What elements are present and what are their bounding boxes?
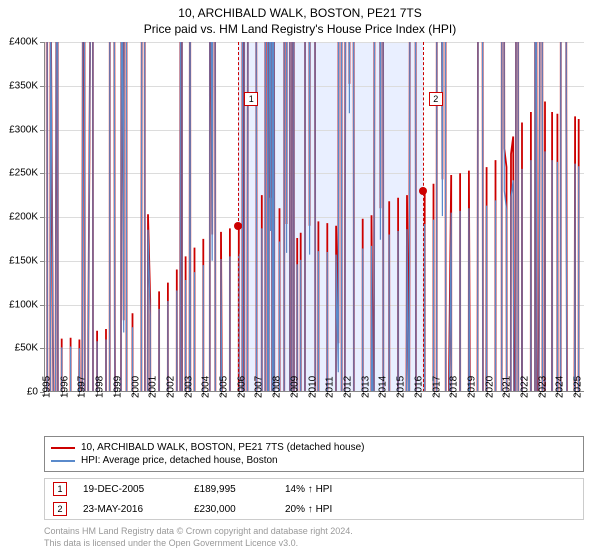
x-axis-label: 2017	[431, 376, 442, 398]
sales-table: 1 19-DEC-2005 £189,995 14% ↑ HPI 2 23-MAY-201…	[44, 478, 584, 520]
x-axis-label: 2000	[130, 376, 141, 398]
legend-row: 10, ARCHIBALD WALK, BOSTON, PE21 7TS (de…	[51, 441, 577, 454]
x-axis-label: 2002	[165, 376, 176, 398]
x-axis-label: 2011	[325, 376, 336, 398]
sale-hpi: 20% ↑ HPI	[285, 504, 365, 515]
sale-row: 2 23-MAY-2016 £230,000 20% ↑ HPI	[45, 499, 583, 519]
x-axis-label: 2021	[502, 376, 513, 398]
y-axis-label: £200K	[9, 212, 38, 223]
x-axis-label: 2025	[573, 376, 584, 398]
y-axis-label: £150K	[9, 255, 38, 266]
sale-marker-icon: 2	[53, 502, 67, 516]
footer-line2: This data is licensed under the Open Gov…	[44, 538, 584, 550]
x-axis-label: 2014	[378, 376, 389, 398]
x-axis-label: 2016	[413, 376, 424, 398]
legend-label: HPI: Average price, detached house, Bost…	[81, 455, 278, 466]
y-axis-label: £400K	[9, 37, 38, 48]
x-axis-label: 2007	[254, 376, 265, 398]
x-axis-label: 2024	[555, 376, 566, 398]
x-axis-label: 2004	[201, 376, 212, 398]
y-axis-label: £350K	[9, 80, 38, 91]
footer-attribution: Contains HM Land Registry data © Crown c…	[44, 526, 584, 549]
x-axis-label: 2019	[466, 376, 477, 398]
x-axis-label: 2006	[236, 376, 247, 398]
x-axis-label: 2022	[520, 376, 531, 398]
footer-line1: Contains HM Land Registry data © Crown c…	[44, 526, 584, 538]
x-axis-label: 1997	[77, 376, 88, 398]
x-axis-label: 2008	[272, 376, 283, 398]
x-axis-label: 2023	[537, 376, 548, 398]
x-axis-label: 2015	[396, 376, 407, 398]
sale-price: £189,995	[194, 484, 269, 495]
sale-marker-icon: 1	[53, 482, 67, 496]
chart-title: 10, ARCHIBALD WALK, BOSTON, PE21 7TS	[0, 0, 600, 20]
chart-subtitle: Price paid vs. HM Land Registry's House …	[0, 20, 600, 42]
x-axis-label: 1998	[95, 376, 106, 398]
legend-swatch	[51, 460, 75, 462]
sale-date: 23-MAY-2016	[83, 504, 178, 515]
y-axis-label: £50K	[15, 343, 38, 354]
sale-row: 1 19-DEC-2005 £189,995 14% ↑ HPI	[45, 479, 583, 499]
y-axis-label: £250K	[9, 168, 38, 179]
sale-hpi: 14% ↑ HPI	[285, 484, 365, 495]
y-axis-label: £300K	[9, 124, 38, 135]
x-axis-label: 2012	[342, 376, 353, 398]
x-axis-label: 2001	[148, 376, 159, 398]
x-axis-label: 2020	[484, 376, 495, 398]
sale-price: £230,000	[194, 504, 269, 515]
legend: 10, ARCHIBALD WALK, BOSTON, PE21 7TS (de…	[44, 436, 584, 472]
plot-border	[44, 42, 584, 392]
x-axis-label: 1996	[59, 376, 70, 398]
x-axis-label: 2005	[219, 376, 230, 398]
x-axis-label: 2010	[307, 376, 318, 398]
legend-label: 10, ARCHIBALD WALK, BOSTON, PE21 7TS (de…	[81, 442, 364, 453]
x-axis-label: 2018	[449, 376, 460, 398]
x-axis-label: 2003	[183, 376, 194, 398]
y-axis-label: £0	[27, 387, 38, 398]
x-axis-label: 2013	[360, 376, 371, 398]
x-axis-label: 1999	[112, 376, 123, 398]
y-axis-label: £100K	[9, 299, 38, 310]
plot-area: 12 £0£50K£100K£150K£200K£250K£300K£350K£…	[44, 42, 584, 392]
legend-row: HPI: Average price, detached house, Bost…	[51, 454, 577, 467]
legend-swatch	[51, 447, 75, 449]
sale-date: 19-DEC-2005	[83, 484, 178, 495]
x-axis-label: 1995	[42, 376, 53, 398]
chart-container: 10, ARCHIBALD WALK, BOSTON, PE21 7TS Pri…	[0, 0, 600, 560]
x-axis-label: 2009	[289, 376, 300, 398]
